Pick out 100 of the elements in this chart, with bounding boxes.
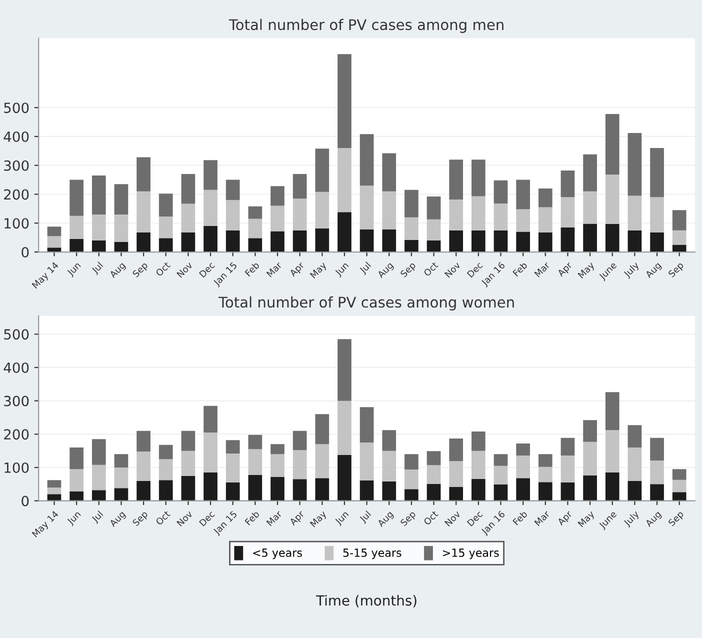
x-tick-label: Feb (244, 261, 260, 277)
x-tick-label: Oct (155, 261, 171, 277)
x-tick-label: Sep (132, 510, 150, 528)
bar (136, 232, 150, 252)
bar (181, 450, 196, 476)
legend-label: >15 years (442, 548, 499, 560)
bar (47, 480, 62, 488)
x-tick-label: Nov (444, 510, 461, 527)
x-tick-label: Mar (266, 510, 282, 526)
bar (226, 200, 240, 230)
x-tick-label: Dec (198, 262, 216, 278)
bar (47, 226, 62, 236)
x-tick-label: Jun (334, 262, 350, 278)
bar (204, 190, 218, 226)
x-tick-label: Jun (334, 510, 350, 526)
bar (338, 212, 352, 252)
bar (672, 230, 686, 245)
bar (404, 190, 418, 218)
bar (426, 219, 441, 240)
x-tick-label: Sep (668, 510, 686, 528)
bar (404, 217, 418, 240)
bar (650, 148, 664, 198)
x-axis-title: Time (months) (316, 594, 416, 608)
bar (181, 204, 196, 232)
bar (270, 476, 284, 501)
bar (136, 480, 150, 501)
bar (404, 454, 418, 470)
bar (136, 157, 150, 192)
y-tick-label: 200 (4, 429, 29, 440)
bar (472, 196, 486, 230)
bar (538, 466, 552, 482)
y-tick-label: 100 (4, 462, 29, 473)
y-tick-label: 300 (4, 160, 29, 171)
bar (92, 490, 106, 501)
bar (672, 492, 686, 501)
y-tick-label: 100 (4, 218, 29, 229)
bar (360, 480, 374, 501)
bar (583, 154, 597, 192)
bar (292, 450, 307, 480)
bar (382, 450, 396, 482)
bar (226, 482, 240, 501)
bar (338, 454, 352, 501)
bar (292, 230, 307, 252)
bar (449, 461, 464, 487)
bar (47, 236, 62, 248)
bar (204, 432, 218, 472)
bar (292, 430, 307, 450)
bar (181, 174, 196, 204)
bar (315, 192, 330, 228)
bar (181, 232, 196, 252)
y-tick-label: 500 (4, 102, 29, 114)
y-tick-label: 400 (4, 131, 29, 142)
bar (560, 170, 575, 198)
bar (92, 464, 106, 490)
bar (360, 134, 374, 186)
x-tick-label: Feb (512, 510, 528, 526)
x-tick-label: Jun (66, 262, 82, 278)
bar (560, 227, 575, 252)
bar (382, 430, 396, 451)
bar (583, 191, 597, 224)
bar (70, 491, 84, 501)
bar (650, 197, 664, 232)
bar (248, 434, 262, 450)
bar (136, 430, 150, 452)
bar (538, 454, 552, 467)
bar (136, 191, 150, 232)
chart-title: Total number of PV cases among women (218, 296, 514, 311)
bar (583, 224, 597, 252)
bar (472, 230, 486, 252)
bar (181, 430, 196, 451)
bar (560, 482, 575, 501)
x-tick-label: Sep (668, 262, 686, 279)
bar (70, 447, 84, 470)
bar (426, 465, 441, 484)
bar (672, 210, 686, 230)
bar (650, 460, 664, 484)
bar (382, 481, 396, 501)
bar (92, 214, 106, 240)
x-tick-label: Sep (132, 262, 150, 279)
x-tick-label: Apr (289, 510, 306, 528)
x-tick-label: Sep (400, 510, 418, 528)
bar (338, 339, 352, 401)
x-tick-label: Jun (66, 510, 82, 526)
bar (70, 239, 84, 252)
bar (158, 238, 173, 252)
bar (47, 248, 62, 252)
bar (605, 430, 620, 472)
bar (360, 442, 374, 480)
bar (449, 230, 464, 252)
bar (628, 480, 642, 501)
bar (315, 478, 330, 501)
bar (494, 203, 508, 230)
x-tick-label: Sep (400, 262, 418, 279)
bar (181, 476, 196, 501)
bar (426, 240, 441, 252)
bar (114, 214, 128, 242)
bar (158, 480, 173, 501)
bar (270, 206, 284, 232)
legend-label: <5 years (253, 548, 302, 560)
bar (605, 392, 620, 430)
